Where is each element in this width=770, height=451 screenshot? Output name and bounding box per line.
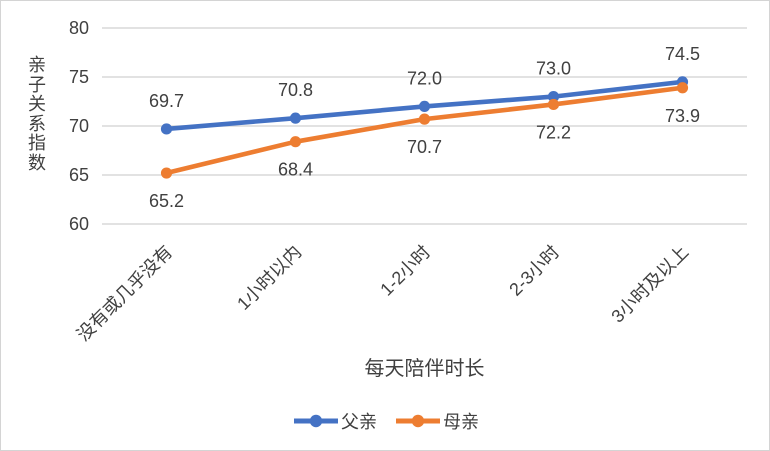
y-axis-title: 亲子关系指数 bbox=[28, 55, 46, 173]
data-label-父亲: 69.7 bbox=[149, 91, 184, 111]
y-tick-label: 60 bbox=[69, 214, 89, 234]
data-point-父亲 bbox=[160, 123, 173, 135]
data-point-母亲 bbox=[676, 82, 689, 94]
legend: 父亲 母亲 bbox=[1, 408, 769, 434]
x-category-label: 3小时及以上 bbox=[607, 242, 692, 327]
data-label-父亲: 72.0 bbox=[407, 68, 442, 88]
data-label-母亲: 72.2 bbox=[536, 122, 571, 142]
data-point-母亲 bbox=[289, 136, 302, 148]
data-point-母亲 bbox=[160, 167, 173, 179]
x-axis-title: 每天陪伴时长 bbox=[364, 358, 485, 380]
data-label-父亲: 70.8 bbox=[278, 80, 313, 100]
legend-line-dot-icon bbox=[396, 414, 440, 428]
data-point-母亲 bbox=[547, 98, 560, 111]
data-label-父亲: 74.5 bbox=[665, 44, 700, 64]
data-point-父亲 bbox=[547, 91, 560, 103]
legend-line-dot-icon bbox=[294, 414, 338, 428]
y-tick-label: 75 bbox=[69, 67, 89, 87]
data-point-父亲 bbox=[289, 112, 302, 124]
x-category-label: 2-3小时 bbox=[505, 242, 563, 300]
x-category-label: 没有或几乎没有 bbox=[73, 242, 176, 345]
y-tick-label: 65 bbox=[69, 165, 89, 185]
x-category-label: 1小时以内 bbox=[233, 242, 305, 314]
data-label-母亲: 68.4 bbox=[278, 160, 313, 180]
legend-item-mother[interactable]: 母亲 bbox=[395, 408, 479, 434]
legend-item-father[interactable]: 父亲 bbox=[293, 408, 377, 434]
data-point-母亲 bbox=[418, 113, 431, 125]
y-tick-label: 80 bbox=[69, 18, 89, 38]
legend-marker-dot bbox=[309, 414, 323, 428]
data-label-父亲: 73.0 bbox=[536, 59, 571, 79]
legend-label-father: 父亲 bbox=[341, 412, 377, 432]
x-category-label: 1-2小时 bbox=[376, 242, 434, 300]
y-tick-label: 70 bbox=[69, 116, 89, 136]
series-line-母亲 bbox=[164, 85, 685, 176]
legend-label-mother: 母亲 bbox=[443, 412, 479, 432]
data-label-母亲: 65.2 bbox=[149, 191, 184, 211]
legend-marker-dot bbox=[411, 414, 425, 428]
data-label-母亲: 70.7 bbox=[407, 137, 442, 157]
data-point-父亲 bbox=[418, 100, 431, 112]
data-label-母亲: 73.9 bbox=[665, 106, 700, 126]
